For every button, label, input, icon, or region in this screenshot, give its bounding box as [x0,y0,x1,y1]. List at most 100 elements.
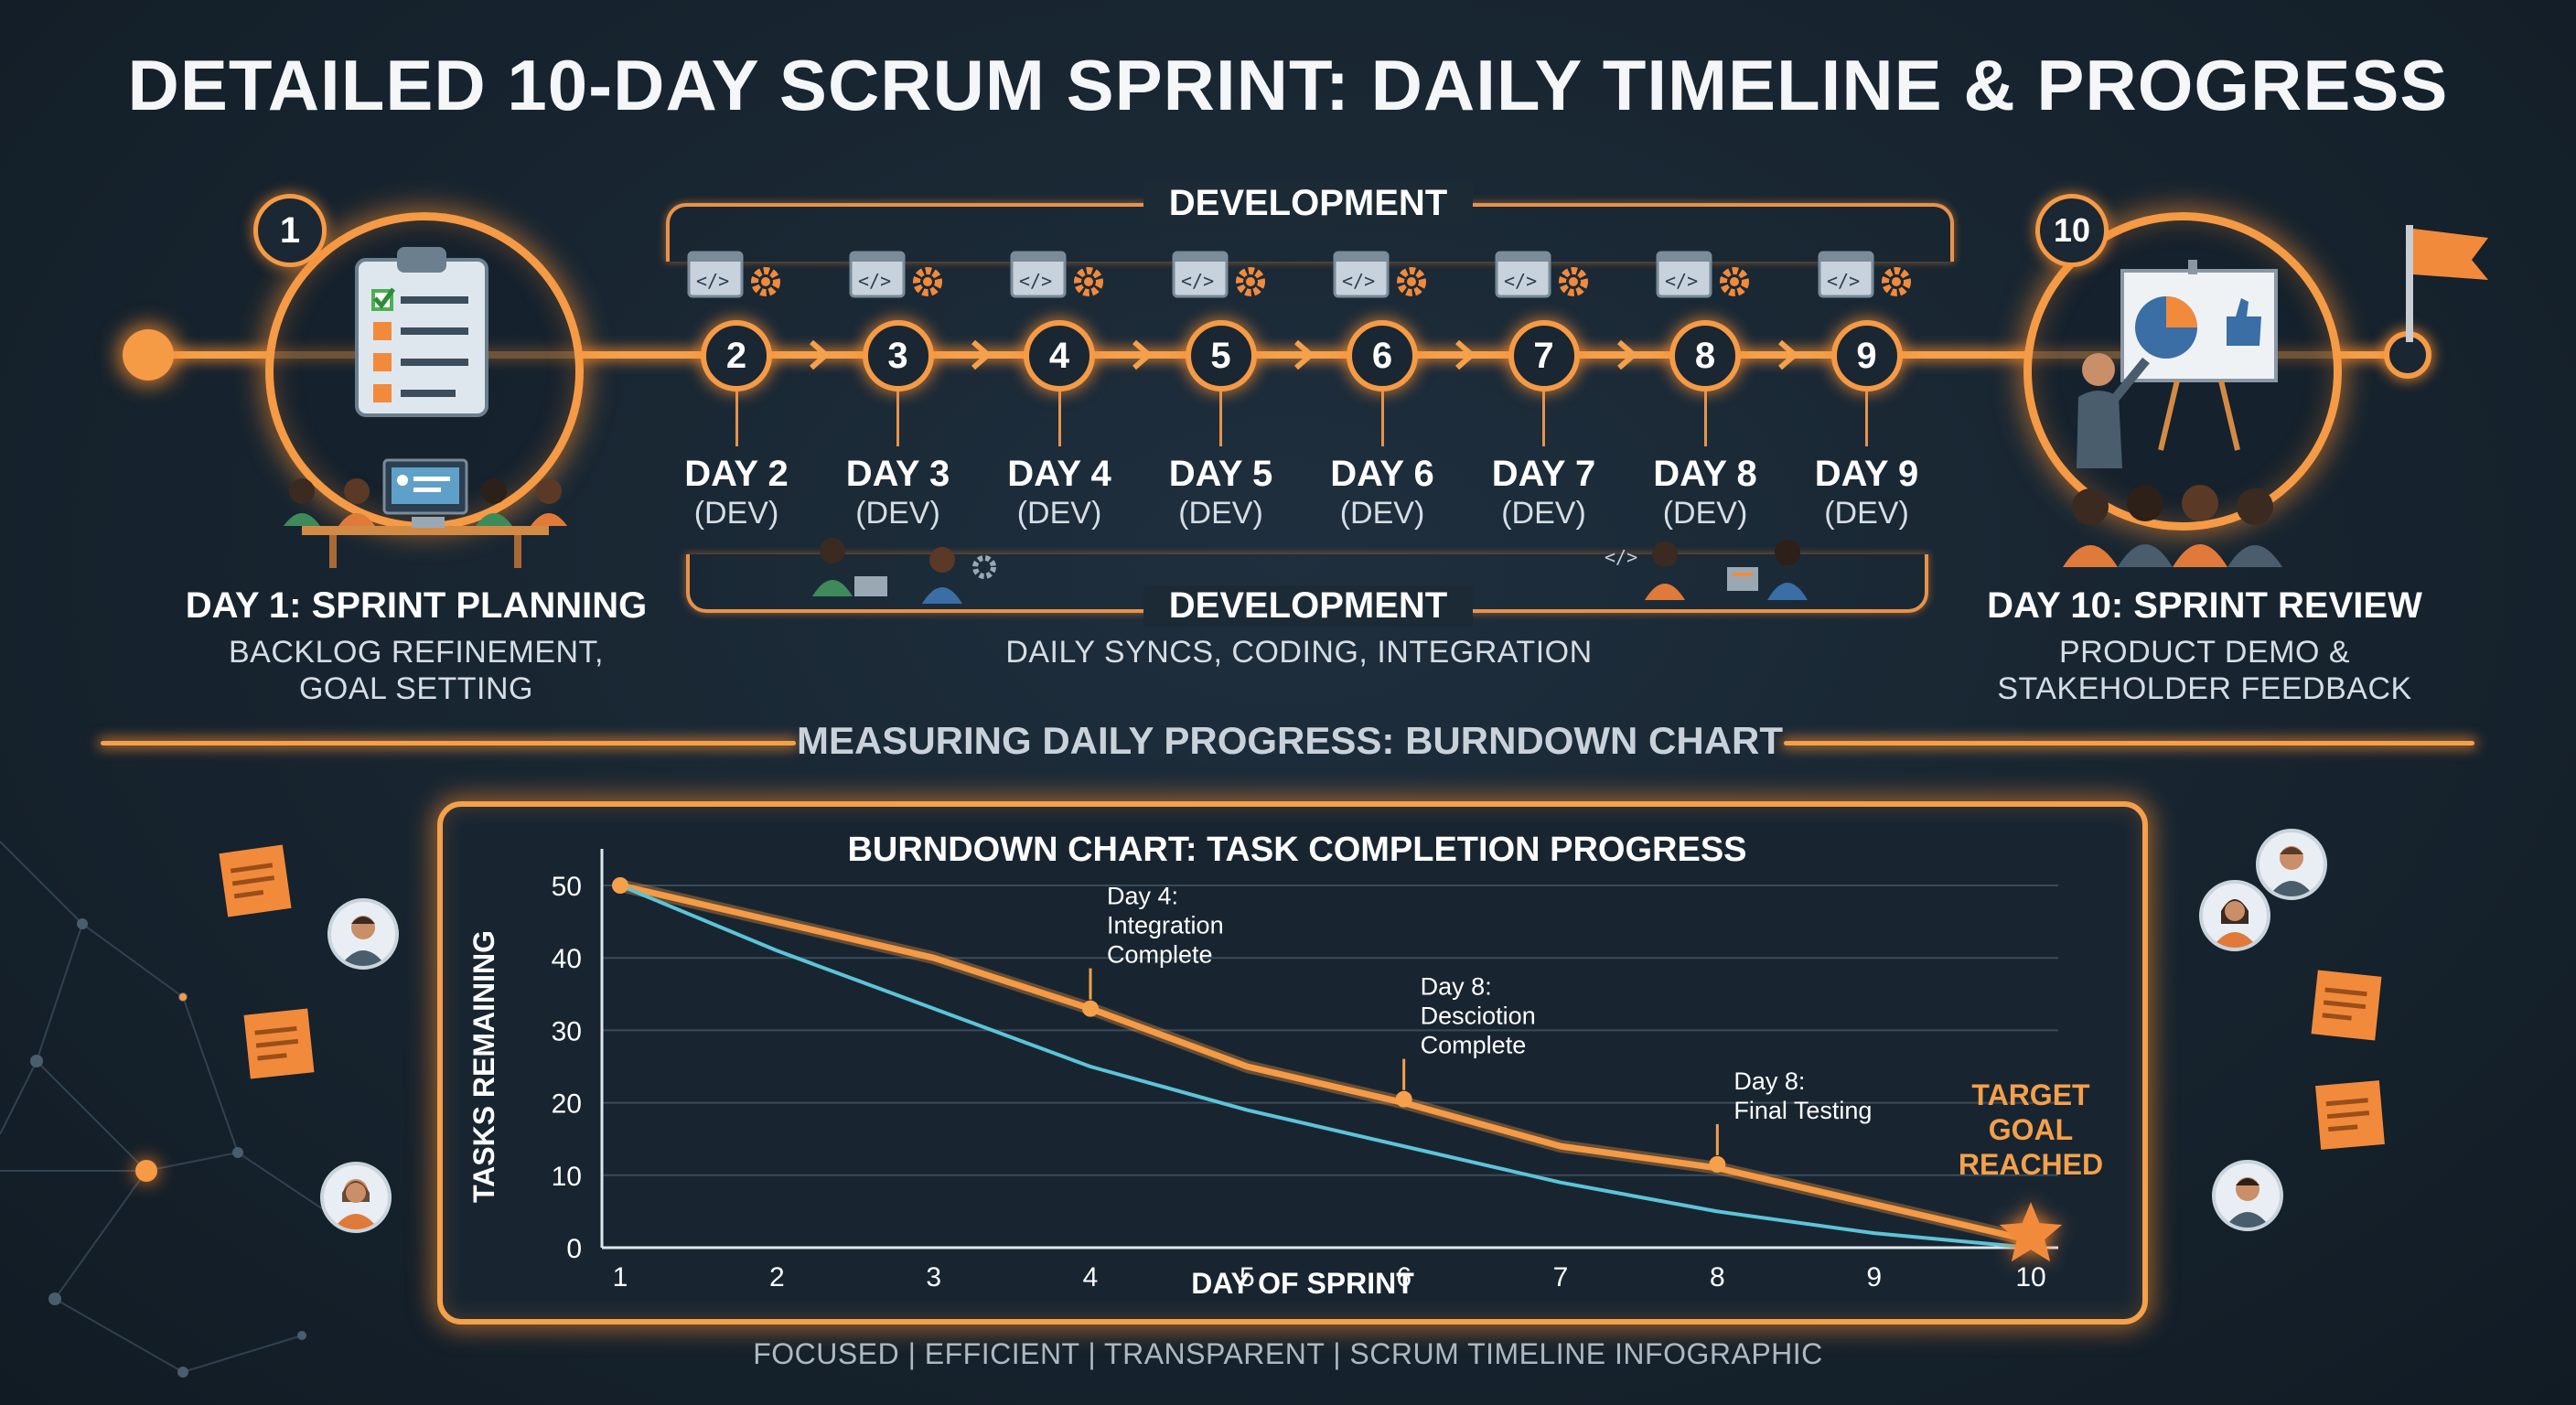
day-sub-4: (DEV) [1016,496,1102,531]
day-connector [1380,391,1384,446]
day-node-2: 2 [701,320,772,391]
svg-text:</>: </> [1827,270,1860,292]
chevron-right-icon [971,339,993,370]
series-line-actual [619,882,2032,1244]
chart-title: BURNDOWN CHART: TASK COMPLETION PROGRESS [847,831,1746,869]
y-tick-label: 20 [552,1089,582,1120]
chart-frame [437,801,2148,1325]
chevron-right-icon [1778,339,1799,370]
developer-icon [812,538,887,596]
y-tick-label: 50 [552,872,582,902]
timeline-start-dot [123,329,174,381]
day-connector [1057,391,1061,446]
annotation-text: Day 8: [1733,1067,1805,1095]
chart-xlabel: DAY OF SPRINT [1191,1267,1414,1300]
day-connector [896,391,899,446]
svg-text:</>: </> [1665,270,1698,292]
day-node-8: 8 [1669,320,1741,391]
sticky-note-icon [2311,970,2382,1041]
day-sub-6: (DEV) [1339,496,1425,531]
day-connector [1542,391,1545,446]
x-tick-label: 7 [1553,1262,1569,1292]
annotation-text: Integration [1107,912,1224,939]
day-connector [735,391,738,446]
day10-line2: STAKEHOLDER FEEDBACK [1997,671,2412,706]
goal-label: REACHED [1959,1148,2103,1181]
series-start-point [612,877,628,894]
x-tick-label: 1 [613,1262,628,1292]
team-meeting-icon [284,458,567,568]
day-node-4: 4 [1024,320,1095,391]
developer-gear-icon [922,547,996,604]
day-connector [1703,391,1707,446]
code-gear-icon: </> [1172,251,1265,298]
main-title: DETAILED 10-DAY SCRUM SPRINT: DAILY TIME… [127,45,2449,125]
chevron-right-icon [1455,339,1476,370]
avatar [2212,1160,2283,1231]
chevron-right-icon [1132,339,1154,370]
code-gear-icon: </> [687,251,780,298]
burndown-chart: BURNDOWN CHART: TASK COMPLETION PROGRESS… [467,831,2103,1300]
chevron-right-icon [810,339,831,370]
svg-text:</>: </> [858,270,891,292]
svg-text:</>: </> [1342,270,1375,292]
day-connector [1865,391,1868,446]
annotation-point [1395,1090,1412,1108]
y-tick-label: 40 [552,944,582,974]
star-icon [1999,1202,2063,1262]
sticky-note-icon [243,1008,315,1079]
x-tick-label: 4 [1083,1262,1099,1292]
code-gear-icon: </> [1818,251,1911,298]
day1-line2: GOAL SETTING [298,671,533,706]
svg-text:</>: </> [1019,270,1052,292]
y-tick-label: 10 [552,1162,582,1192]
dev-bottom-header: DEVELOPMENT [1143,585,1473,627]
day1-title: DAY 1: SPRINT PLANNING [185,585,648,626]
day-node-3: 3 [862,320,934,391]
section-divider-right [1784,741,2474,745]
day-label-9: DAY 9 [1814,454,1919,494]
timeline-line [151,351,2410,359]
x-tick-label: 2 [769,1262,785,1292]
goal-label: TARGET [1971,1078,2090,1111]
coder-icon: </> [1605,542,1685,600]
code-gear-icon: </> [1333,251,1426,298]
day-sub-5: (DEV) [1178,496,1263,531]
day-sub-2: (DEV) [693,496,779,531]
series-glow-actual [618,879,2033,1247]
x-tick-label: 6 [1396,1262,1411,1292]
annotation-point [1082,1000,1099,1017]
svg-text:</>: </> [1504,270,1537,292]
code-gear-icon: </> [1495,251,1588,298]
day-sub-7: (DEV) [1501,496,1586,531]
chart-ylabel: TASKS REMAINING [467,930,500,1203]
annotation-point [1709,1155,1726,1173]
day-label-7: DAY 7 [1491,454,1596,494]
clipboard-icon [355,247,488,417]
x-tick-label: 9 [1866,1262,1882,1292]
day-label-8: DAY 8 [1653,454,1757,494]
day1-badge: 1 [253,194,327,267]
day-node-6: 6 [1347,320,1418,391]
day-node-9: 9 [1830,320,1903,391]
audience-icon [2063,485,2282,567]
day-sub-3: (DEV) [855,496,940,531]
day-node-7: 7 [1508,320,1580,391]
annotation-text: Day 4: [1107,883,1178,910]
flag-icon [2406,225,2488,342]
dev-subtitle: DAILY SYNCS, CODING, INTEGRATION [1005,635,1593,670]
goal-label: GOAL [1989,1113,2073,1146]
annotation-text: Desciotion [1421,1003,1536,1030]
day-label-2: DAY 2 [684,454,789,494]
annotation-text: Day 8: [1421,973,1492,1001]
section-title: MEASURING DAILY PROGRESS: BURNDOWN CHART [796,719,1784,762]
code-gear-icon: </> [849,251,942,298]
y-tick-label: 30 [552,1016,582,1046]
day-label-5: DAY 5 [1168,454,1273,494]
avatar [320,1162,392,1233]
avatar [2256,829,2327,900]
avatar [2199,880,2270,951]
annotation-text: Complete [1421,1032,1527,1059]
x-tick-label: 8 [1710,1262,1725,1292]
svg-text:</>: </> [1605,546,1637,568]
